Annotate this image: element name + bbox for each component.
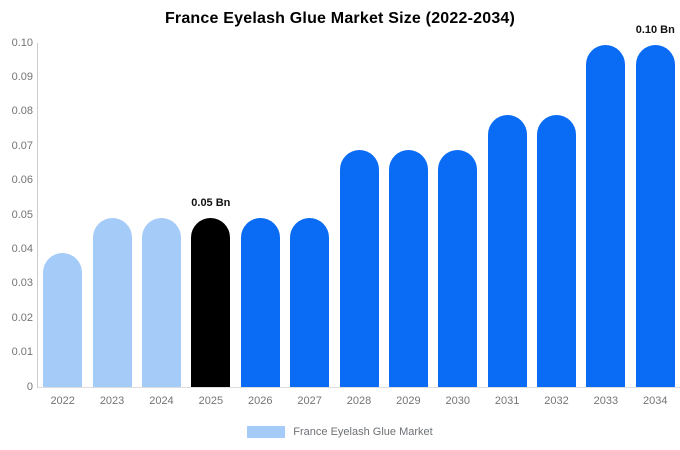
y-axis-label: 0.10 xyxy=(11,36,33,49)
y-axis-label: 0.06 xyxy=(11,174,33,187)
chart-title: France Eyelash Glue Market Size (2022-20… xyxy=(164,10,516,27)
bar-2031[interactable] xyxy=(487,115,527,387)
x-axis-label: 2029 xyxy=(396,395,421,407)
x-axis-label: 2024 xyxy=(149,395,174,407)
x-axis-label: 2025 xyxy=(198,395,224,407)
bar-2023[interactable] xyxy=(92,218,132,387)
legend-label[interactable]: France Eyelash Glue Market xyxy=(293,426,433,438)
x-axis-label: 2033 xyxy=(593,395,619,407)
plot-area: 2022 2023 2024 2025 2026 2027 2028 2029 2030 2031… xyxy=(12,24,680,407)
bar-annotation: 0.05 Bn xyxy=(191,197,231,210)
legend-swatch[interactable] xyxy=(247,426,286,438)
y-axis-label: 0.01 xyxy=(11,346,33,359)
x-axis-label: 2031 xyxy=(494,395,520,407)
bar-annotation: 0.10 Bn xyxy=(635,23,675,36)
x-axis-label: 2027 xyxy=(297,395,322,407)
x-axis-label: 2032 xyxy=(544,395,569,407)
bar-2034[interactable] xyxy=(635,44,675,387)
bar-2030[interactable] xyxy=(438,149,478,387)
y-axis-label: 0.03 xyxy=(11,277,33,290)
bar-2032[interactable] xyxy=(537,115,577,387)
x-axis-label: 2030 xyxy=(445,395,470,407)
y-axis-label: 0.05 xyxy=(11,208,33,221)
bar-2026[interactable] xyxy=(240,218,280,387)
y-axis-label: 0.09 xyxy=(11,70,33,83)
x-axis-label: 2028 xyxy=(346,395,372,407)
y-axis-label: 0.04 xyxy=(11,242,33,255)
bar-2024[interactable] xyxy=(141,218,181,387)
bar-2027[interactable] xyxy=(290,218,330,387)
x-axis-label: 2022 xyxy=(50,395,75,407)
x-axis-label: 2026 xyxy=(247,395,273,407)
bar-2028[interactable] xyxy=(339,149,379,387)
x-axis-label: 2023 xyxy=(99,395,125,407)
legend: France Eyelash Glue Market xyxy=(0,426,680,438)
bar-2022[interactable] xyxy=(43,252,83,387)
y-axis-label: 0.08 xyxy=(11,105,33,118)
y-axis-label: 0.07 xyxy=(11,139,33,152)
bar-2029[interactable] xyxy=(388,149,428,387)
bar-2025[interactable] xyxy=(191,218,231,387)
y-axis-label: 0 xyxy=(26,380,33,393)
y-axis-label: 0.02 xyxy=(11,311,33,324)
bar-2033[interactable] xyxy=(586,44,626,387)
x-axis-label: 2034 xyxy=(643,395,668,407)
